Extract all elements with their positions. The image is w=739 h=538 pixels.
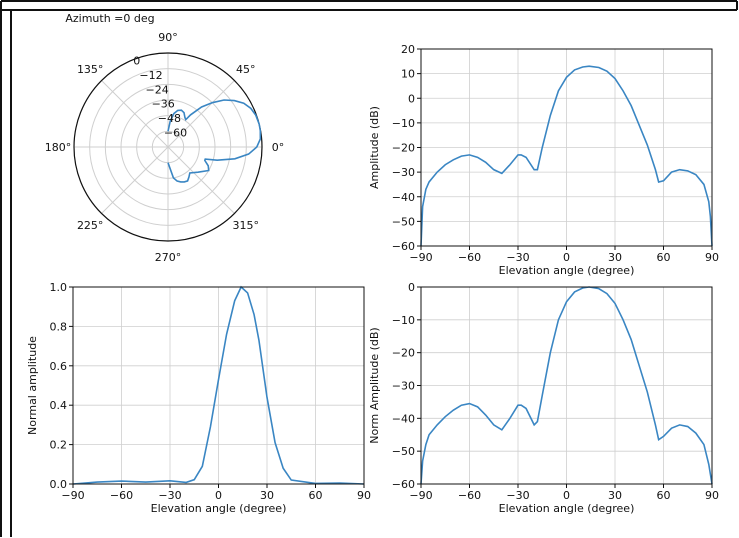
polar-angle-tick-label: 135° [77,63,104,76]
polar-grid-spoke [167,146,235,214]
polar-outer-circle [73,52,263,242]
x-tick-label: 90 [705,251,719,264]
x-tick-label: 60 [309,489,323,502]
polar-radial-tick-label: −24 [146,83,169,96]
y-tick-label: 0.6 [50,360,68,373]
polar-radial-tick-label: −48 [158,112,181,125]
x-tick-label: 0 [563,251,570,264]
x-tick-label: 30 [260,489,274,502]
x-tick-label: −60 [458,489,481,502]
y-tick-label: −50 [392,215,415,228]
x-tick-label: −30 [506,251,529,264]
polar-angle-tick-label: 270° [155,251,182,264]
y-tick-label: 0.0 [50,478,68,491]
line-chart-2: −90 −60 −30 0 30 60 90 0.0 0.2 0.4 0.6 0.8 1.0 Elevat… [26,281,371,515]
y-tick-label: −30 [392,166,415,179]
x-tick-label: 90 [357,489,371,502]
y-tick-label: 0 [408,281,415,294]
series-line [420,286,713,485]
polar-radial-tick-label: 0 [133,55,140,68]
y-axis-label: Norm Amplitude (dB) [368,327,381,443]
y-tick-label: −60 [392,240,415,253]
polar-radial-tick-label: −12 [139,69,162,82]
x-tick-label: 60 [657,251,671,264]
y-tick-label: 0.8 [50,320,68,333]
polar-grid-spoke [101,146,169,214]
y-tick-label: 0.2 [50,439,68,452]
y-tick-label: −40 [392,191,415,204]
y-tick-label: 0 [408,92,415,105]
x-tick-label: −30 [158,489,181,502]
x-tick-label: 0 [215,489,222,502]
y-tick-label: −20 [392,347,415,360]
y-tick-label: −30 [392,380,415,393]
x-axis-label: Elevation angle (degree) [151,502,287,515]
polar-chart: 0° 45° 90° 135° 180° 225° 270° 315° 0−12−24 −36−4… [45,12,285,264]
y-tick-label: −40 [392,412,415,425]
x-tick-label: 0 [563,489,570,502]
y-axis-label: Amplitude (dB) [368,106,381,189]
x-tick-label: 60 [657,489,671,502]
polar-radial-tick-label: −36 [152,98,175,111]
x-tick-label: −60 [458,251,481,264]
y-tick-label: 10 [401,68,415,81]
y-tick-label: 1.0 [50,281,68,294]
x-axis-label: Elevation angle (degree) [499,502,635,515]
y-axis-label: Normal amplitude [26,336,39,435]
polar-radial-tick-label: −60 [164,127,187,140]
series-line [72,285,365,485]
x-tick-label: 30 [608,251,622,264]
line-chart-1: −90 −60 −30 0 30 60 90−60−50−40−30−20−1001020E… [368,43,719,277]
polar-angle-tick-label: 180° [45,141,72,154]
x-tick-label: −60 [110,489,133,502]
polar-angle-tick-label: 45° [236,63,256,76]
polar-angle-tick-label: 225° [77,219,104,232]
polar-grid-spoke [101,80,169,148]
polar-angle-tick-label: 0° [272,141,285,154]
polar-series-line [167,99,262,183]
polar-angle-tick-label: 315° [233,219,260,232]
series-line [420,65,713,247]
y-tick-label: −10 [392,314,415,327]
x-tick-label: −90 [61,489,84,502]
x-tick-label: −90 [409,251,432,264]
polar-chart-title: Azimuth =0 deg [65,12,154,25]
polar-angle-tick-label: 90° [158,31,178,44]
x-tick-label: 90 [705,489,719,502]
polar-grid-spoke [167,80,235,148]
x-tick-label: −90 [409,489,432,502]
y-tick-label: 0.4 [50,399,68,412]
x-tick-label: −30 [506,489,529,502]
y-tick-label: 20 [401,43,415,56]
y-tick-label: −20 [392,142,415,155]
y-tick-label: −60 [392,478,415,491]
y-tick-label: −10 [392,117,415,130]
x-axis-label: Elevation angle (degree) [499,264,635,277]
y-tick-label: −50 [392,445,415,458]
line-chart-3: −90 −60 −30 0 30 60 90−60−50−40−30−20−100Eleva… [368,281,719,515]
x-tick-label: 30 [608,489,622,502]
